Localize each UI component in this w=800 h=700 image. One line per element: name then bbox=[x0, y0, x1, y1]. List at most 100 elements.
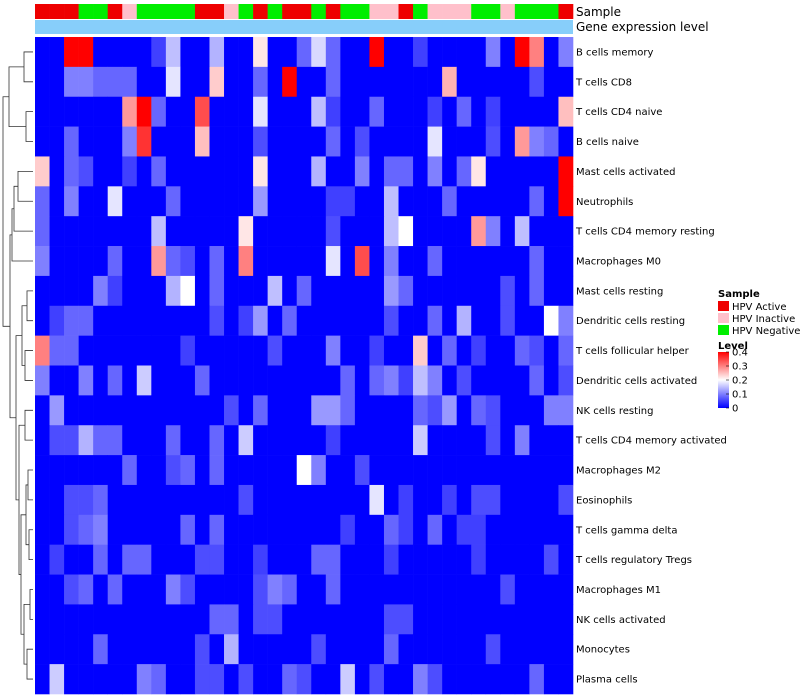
sample-cell bbox=[253, 4, 268, 19]
heatmap-cell bbox=[64, 544, 79, 575]
heatmap-cell bbox=[340, 246, 356, 277]
heatmap-cell bbox=[514, 246, 530, 277]
heatmap-cell bbox=[253, 514, 268, 545]
heatmap-cell bbox=[165, 365, 181, 396]
heatmap-cell bbox=[238, 425, 254, 456]
heatmap-cell bbox=[398, 664, 414, 695]
heatmap-cell bbox=[122, 335, 138, 366]
heatmap-cell bbox=[456, 186, 472, 217]
level-tick-label: 0.4 bbox=[732, 348, 748, 359]
sample-legend: Sample HPV Active HPV Inactive HPV Negat… bbox=[718, 289, 800, 337]
heatmap-cell bbox=[398, 305, 414, 336]
dendrogram-branch bbox=[21, 305, 27, 366]
heatmap-cell bbox=[369, 425, 385, 456]
heatmap-cell bbox=[325, 37, 341, 68]
heatmap-cell bbox=[558, 126, 574, 157]
heatmap-cell bbox=[122, 216, 138, 247]
heatmap-cell bbox=[224, 365, 239, 396]
heatmap-cell bbox=[296, 305, 312, 336]
sample-cell bbox=[107, 4, 123, 19]
heatmap-cell bbox=[413, 216, 428, 247]
heatmap-cell bbox=[369, 544, 385, 575]
heatmap-cell bbox=[383, 305, 399, 336]
heatmap-cell bbox=[427, 156, 443, 187]
heatmap-cell bbox=[413, 156, 428, 187]
heatmap-cell bbox=[442, 96, 457, 127]
row-label: Dendritic cells activated bbox=[576, 376, 697, 387]
heatmap-cell bbox=[529, 365, 545, 396]
heatmap-cell bbox=[267, 126, 283, 157]
heatmap-cell bbox=[93, 96, 108, 127]
heatmap-cell bbox=[558, 514, 574, 545]
heatmap-cell bbox=[296, 66, 312, 98]
heatmap-cell bbox=[64, 216, 79, 247]
heatmap-cell bbox=[398, 455, 414, 486]
heatmap-cell bbox=[500, 156, 516, 187]
heatmap-cell bbox=[122, 425, 138, 456]
heatmap-cell bbox=[194, 37, 210, 68]
heatmap-cell bbox=[427, 544, 443, 575]
heatmap-cell bbox=[238, 37, 254, 68]
heatmap-cell bbox=[325, 484, 341, 516]
heatmap-cell bbox=[296, 395, 312, 426]
dendrogram-branch bbox=[18, 424, 25, 575]
heatmap-cell bbox=[311, 544, 327, 575]
heatmap-cell bbox=[354, 395, 370, 426]
heatmap-cell bbox=[224, 634, 239, 665]
heatmap-cell bbox=[64, 186, 79, 217]
row-label: NK cells resting bbox=[576, 406, 653, 417]
heatmap-cell bbox=[238, 275, 254, 307]
heatmap-cell bbox=[500, 246, 516, 277]
heatmap-cell bbox=[325, 305, 341, 336]
heatmap-cell bbox=[64, 156, 79, 187]
heatmap-cell bbox=[485, 275, 501, 307]
heatmap-cell bbox=[529, 275, 545, 307]
heatmap-cell bbox=[529, 216, 545, 247]
sample-cell bbox=[224, 4, 239, 19]
heatmap-cell bbox=[427, 514, 443, 545]
heatmap-cell bbox=[500, 37, 516, 68]
heatmap-cell bbox=[500, 275, 516, 307]
heatmap-cell bbox=[456, 425, 472, 456]
heatmap-cell bbox=[107, 305, 123, 336]
heatmap-cell bbox=[514, 425, 530, 456]
heatmap-cell bbox=[93, 514, 108, 545]
heatmap-cell bbox=[253, 484, 268, 516]
heatmap-cell bbox=[500, 186, 516, 217]
heatmap-cell bbox=[93, 574, 108, 605]
heatmap-cell bbox=[194, 514, 210, 545]
heatmap-cell bbox=[49, 275, 65, 307]
heatmap-cell bbox=[253, 216, 268, 247]
heatmap-cell bbox=[500, 455, 516, 486]
heatmap-cell bbox=[35, 634, 50, 665]
heatmap-cell bbox=[93, 634, 108, 665]
heatmap-cell bbox=[267, 514, 283, 545]
heatmap-cell bbox=[296, 216, 312, 247]
heatmap-cell bbox=[267, 156, 283, 187]
row-label: Dendritic cells resting bbox=[576, 316, 685, 327]
heatmap-cell bbox=[180, 156, 196, 187]
heatmap-cell bbox=[267, 246, 283, 277]
heatmap-cell bbox=[340, 66, 356, 98]
heatmap-cell bbox=[282, 126, 298, 157]
heatmap-cell bbox=[35, 365, 50, 396]
heatmap-cell bbox=[253, 335, 268, 366]
heatmap-cell bbox=[456, 335, 472, 366]
heatmap-cell bbox=[107, 216, 123, 247]
dendrogram-branch bbox=[13, 185, 33, 232]
heatmap-cell bbox=[354, 455, 370, 486]
heatmap-cell bbox=[442, 604, 457, 635]
heatmap-cell bbox=[151, 574, 167, 605]
heatmap-cell bbox=[209, 484, 225, 516]
heatmap-cell bbox=[413, 514, 428, 545]
heatmap-cell bbox=[93, 156, 108, 187]
heatmap-cell bbox=[180, 335, 196, 366]
heatmap-cell bbox=[442, 484, 457, 516]
heatmap-cell bbox=[122, 156, 138, 187]
heatmap-cell bbox=[485, 514, 501, 545]
heatmap-cell bbox=[238, 186, 254, 217]
heatmap-cell bbox=[78, 664, 94, 695]
heatmap-cell bbox=[122, 96, 138, 127]
heatmap-cell bbox=[442, 365, 457, 396]
heatmap-cell bbox=[49, 186, 65, 217]
